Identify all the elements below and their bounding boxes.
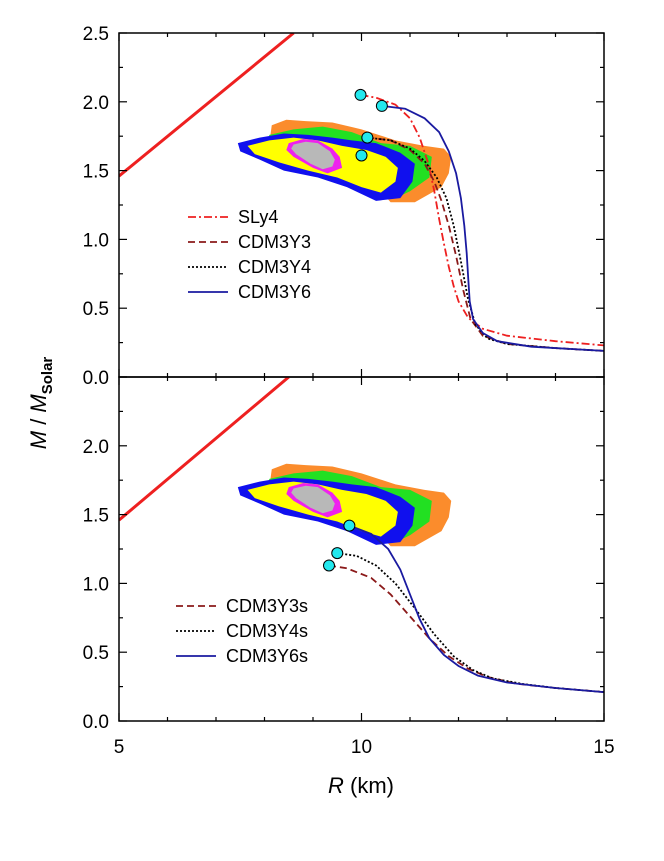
x-tick-label: 15 bbox=[593, 737, 614, 758]
series-cdm3y6 bbox=[381, 105, 604, 352]
max-mass-marker bbox=[355, 149, 368, 162]
y-tick-label: 1.0 bbox=[83, 230, 109, 251]
legend-label-sly4: SLy4 bbox=[238, 207, 278, 227]
y-tick-label: 0.5 bbox=[83, 643, 109, 664]
series-cdm3y6s bbox=[349, 524, 604, 693]
plot-frame bbox=[118, 32, 605, 378]
y-tick-label: 1.5 bbox=[83, 506, 109, 527]
max-mass-marker bbox=[323, 559, 336, 572]
max-mass-marker bbox=[343, 519, 356, 532]
constraint-region-gray bbox=[291, 141, 335, 170]
y-tick-label: 0.0 bbox=[83, 368, 109, 389]
x-tick-label: 10 bbox=[351, 737, 372, 758]
y-tick-label: 2.5 bbox=[83, 24, 109, 45]
y-tick-label: 2.0 bbox=[83, 93, 109, 114]
panel-top: 0.0 0.5 1.0 1.5 2.0 2.5 SLy4 CDM3Y3 CDM3Y4 CDM3Y6 bbox=[83, 24, 605, 389]
legend: CDM3Y3s CDM3Y4s CDM3Y6s bbox=[176, 596, 308, 666]
plot-frame bbox=[118, 376, 605, 722]
max-mass-marker bbox=[375, 99, 388, 112]
y-tick-label: 0.0 bbox=[83, 712, 109, 733]
plot-area bbox=[119, 33, 604, 352]
y-tick-label: 1.5 bbox=[83, 162, 109, 183]
legend-label-cdm3y4s: CDM3Y4s bbox=[226, 621, 308, 641]
max-mass-marker bbox=[354, 88, 367, 101]
legend-label-cdm3y3: CDM3Y3 bbox=[238, 232, 311, 252]
legend-label-cdm3y3s: CDM3Y3s bbox=[226, 596, 308, 616]
causality-line bbox=[119, 33, 295, 178]
panel-bottom: 0.0 0.5 1.0 1.5 2.0 5 10 15 CDM3Y3s CDM3Y4s CDM3Y6… bbox=[83, 376, 615, 758]
legend-label-cdm3y6: CDM3Y6 bbox=[238, 282, 311, 302]
max-mass-marker bbox=[361, 131, 374, 144]
y-tick-label: 0.5 bbox=[83, 299, 109, 320]
x-tick-label: 5 bbox=[114, 737, 125, 758]
legend-label-cdm3y4: CDM3Y4 bbox=[238, 257, 311, 277]
max-mass-marker bbox=[331, 547, 344, 560]
legend-label-cdm3y6s: CDM3Y6s bbox=[226, 646, 308, 666]
y-tick-label: 1.0 bbox=[83, 574, 109, 595]
constraint-region-gray bbox=[291, 485, 335, 514]
plot-area bbox=[119, 377, 604, 693]
legend: SLy4 CDM3Y3 CDM3Y4 CDM3Y6 bbox=[188, 207, 311, 302]
y-tick-label: 2.0 bbox=[83, 437, 109, 458]
series-cdm3y3s bbox=[328, 564, 604, 693]
x-axis-title: R (km) bbox=[328, 773, 394, 798]
series-sly4 bbox=[360, 94, 604, 347]
y-axis-title: M / MSolar bbox=[26, 357, 56, 450]
causality-line bbox=[119, 377, 290, 522]
